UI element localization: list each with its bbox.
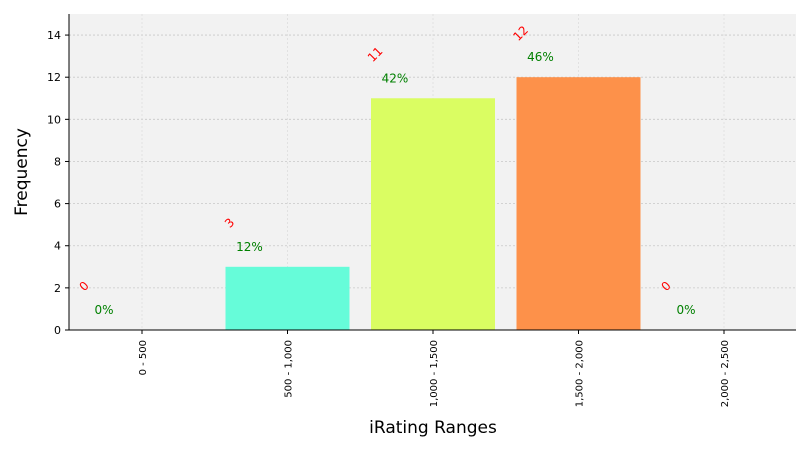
y-tick-label-1: 2 <box>54 282 61 295</box>
y-tick-label-2: 4 <box>54 240 61 253</box>
bars <box>225 77 641 331</box>
percent-label-0: 0% <box>94 303 113 317</box>
percent-label-2: 42% <box>382 71 409 85</box>
x-tick-label-3: 1,500 - 2,000 <box>575 340 586 407</box>
x-ticks: 0 - 500 500 - 1,000 1,000 - 1,500 1,500 - 2… <box>138 330 731 407</box>
y-tick-label-5: 10 <box>47 113 61 126</box>
x-axis-title: iRating Ranges <box>369 418 497 438</box>
percent-label-4: 0% <box>676 303 695 317</box>
y-tick-label-3: 6 <box>54 198 61 211</box>
y-tick-label-7: 14 <box>47 29 61 42</box>
bar-3 <box>516 77 641 330</box>
x-tick-label-1: 500 - 1,000 <box>284 340 295 398</box>
bar-1 <box>225 266 350 330</box>
percent-label-1: 12% <box>236 240 263 254</box>
y-tick-label-0: 0 <box>54 324 61 337</box>
y-axis-title: Frequency <box>12 128 32 216</box>
x-tick-label-0: 0 - 500 <box>138 340 149 375</box>
x-tick-label-2: 1,000 - 1,500 <box>429 340 440 407</box>
y-tick-label-4: 8 <box>54 155 61 168</box>
x-tick-label-4: 2,000 - 2,500 <box>720 340 731 407</box>
y-tick-label-6: 12 <box>47 71 61 84</box>
bar-2 <box>371 98 495 331</box>
y-ticks: 0 2 4 6 8 10 12 14 <box>47 29 69 337</box>
percent-label-3: 46% <box>527 50 554 64</box>
